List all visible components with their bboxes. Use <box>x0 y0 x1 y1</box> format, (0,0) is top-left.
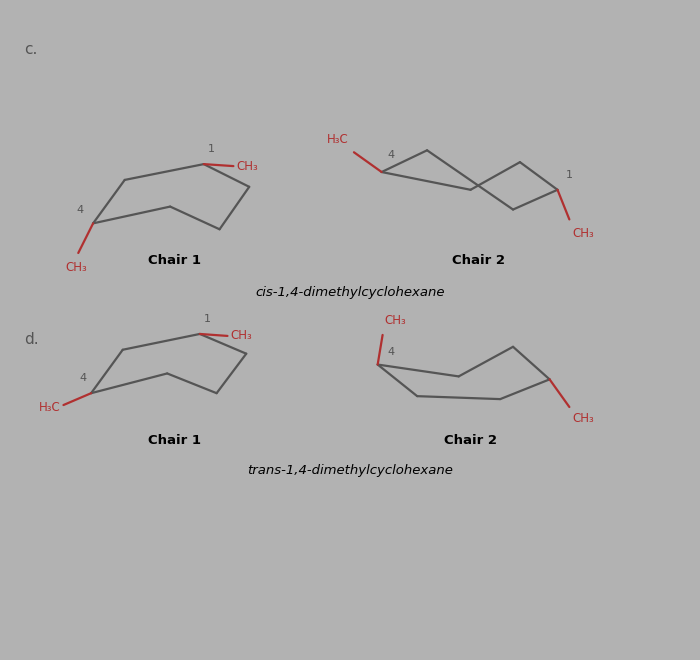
Text: 1: 1 <box>566 170 573 180</box>
Text: CH₃: CH₃ <box>573 227 594 240</box>
Text: Chair 1: Chair 1 <box>148 254 201 267</box>
Text: H₃C: H₃C <box>328 133 349 147</box>
Text: cis-1,4-dimethylcyclohexane: cis-1,4-dimethylcyclohexane <box>256 286 444 299</box>
Text: trans-1,4-dimethylcyclohexane: trans-1,4-dimethylcyclohexane <box>247 464 453 477</box>
Text: CH₃: CH₃ <box>65 261 88 274</box>
Text: CH₃: CH₃ <box>230 329 252 343</box>
Text: H₃C: H₃C <box>38 401 60 414</box>
Text: 4: 4 <box>388 150 395 160</box>
Text: 4: 4 <box>388 346 395 356</box>
Text: CH₃: CH₃ <box>573 412 594 425</box>
Text: 4: 4 <box>76 205 83 215</box>
Text: CH₃: CH₃ <box>237 160 258 173</box>
Text: d.: d. <box>24 332 38 347</box>
Text: Chair 2: Chair 2 <box>444 434 497 447</box>
Text: c.: c. <box>24 42 37 57</box>
Text: CH₃: CH₃ <box>384 314 406 327</box>
Text: 1: 1 <box>208 145 215 154</box>
Text: 1: 1 <box>204 314 211 324</box>
Text: 4: 4 <box>79 374 86 383</box>
Text: Chair 2: Chair 2 <box>452 254 505 267</box>
Text: Chair 1: Chair 1 <box>148 434 201 447</box>
